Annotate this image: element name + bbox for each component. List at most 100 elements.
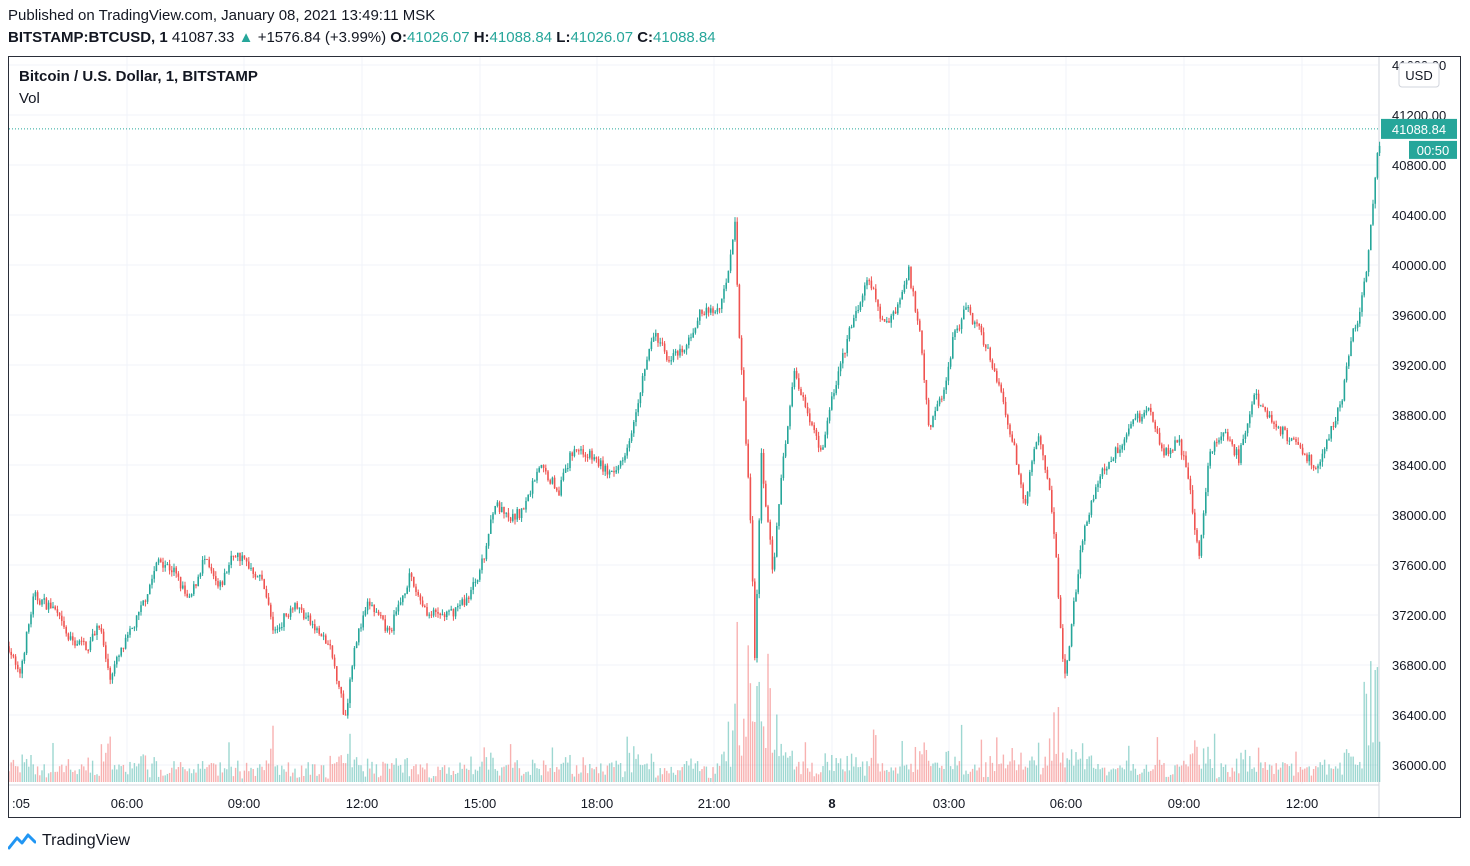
candle-body (463, 599, 466, 606)
currency-button[interactable]: USD (1398, 62, 1440, 88)
volume-bar (905, 764, 908, 782)
volume-bar (1209, 759, 1211, 782)
volume-bar (712, 767, 714, 782)
candle-body (879, 306, 881, 319)
volume-bar (1244, 749, 1247, 782)
volume-bar (138, 763, 140, 782)
candle-body (327, 643, 329, 645)
volume-bar (978, 767, 980, 782)
candle-body (285, 613, 287, 616)
candle-body (446, 611, 448, 618)
volume-bar (1062, 752, 1064, 782)
candle-body (518, 509, 521, 519)
candle-body (336, 666, 338, 681)
volume-bar (802, 761, 804, 782)
volume-bar (19, 772, 21, 782)
candle-body (1189, 478, 1192, 491)
candle-body (1315, 468, 1317, 470)
volume-bar (50, 772, 52, 782)
volume-bar (353, 759, 356, 782)
candle-body (828, 409, 831, 421)
volume-bar (648, 769, 650, 782)
volume-bar (1363, 681, 1365, 782)
change-arrow-icon: ▲ (238, 29, 254, 46)
candle-body (615, 470, 617, 473)
volume-bar (912, 772, 914, 782)
candle-body (1284, 427, 1286, 430)
volume-bar (949, 766, 952, 782)
candle-body (540, 464, 543, 468)
countdown-badge: 00:50 (1409, 140, 1457, 159)
volume-bar (606, 765, 609, 782)
candle-body (1293, 438, 1295, 440)
candle-body (1200, 534, 1203, 556)
candle-body (644, 369, 646, 376)
volume-bar (1246, 771, 1249, 782)
volume-bar (773, 749, 776, 782)
volume-bar (1026, 767, 1029, 782)
candle-body (1242, 438, 1244, 445)
volume-bar (120, 766, 122, 782)
candle-body (190, 594, 193, 597)
candle-body (815, 429, 818, 436)
volume-bar (560, 763, 562, 782)
volume-bar (124, 771, 127, 782)
volume-bar (846, 755, 848, 782)
candle-body (1191, 490, 1194, 513)
volume-bar (1378, 741, 1381, 782)
volume-bar (782, 755, 785, 782)
legend-vol: Vol (19, 90, 40, 107)
price-tick-label: 38400.00 (1392, 458, 1446, 473)
volume-bar (699, 771, 701, 782)
volume-bar (1154, 765, 1156, 782)
candle-body (1099, 476, 1101, 484)
volume-bar (993, 771, 996, 782)
candle-body (397, 604, 400, 612)
volume-bar (1018, 764, 1020, 782)
candle-body (261, 574, 263, 580)
volume-bar (162, 775, 164, 782)
candle-body (252, 567, 254, 574)
close-value: 41088.84 (653, 29, 716, 46)
candle-body (120, 647, 122, 656)
candle-body (767, 506, 769, 522)
time-axis[interactable]: :05 06:00 09:00 12:00 15:00 18:00 21:00 8 03:00 0… (12, 796, 1318, 811)
candle-body (1216, 442, 1218, 444)
candle-body (113, 664, 116, 674)
volume-bar (344, 763, 347, 782)
volume-bar (1158, 759, 1161, 782)
volume-bar (186, 771, 188, 782)
candle-body (512, 513, 514, 521)
volume-bar (1191, 753, 1194, 782)
candle-body (14, 656, 17, 665)
candle-body (875, 288, 877, 300)
volume-bar (1229, 776, 1231, 782)
price-axis[interactable]: 36000.00 36400.00 36800.00 37200.00 37600.00… (1379, 40, 1469, 773)
volume-bar (573, 776, 576, 782)
volume-bar (578, 773, 580, 782)
volume-bar (820, 772, 822, 782)
candle-body (140, 605, 142, 612)
candle-body (1018, 464, 1020, 475)
candle-body (322, 635, 325, 637)
candle-body (1002, 391, 1005, 402)
candle-body (591, 450, 593, 460)
volume-bar (1057, 707, 1060, 782)
volume-bar (617, 764, 620, 782)
candle-body (734, 221, 736, 240)
candle-body (265, 589, 268, 598)
candle-body (1178, 439, 1181, 443)
volume-bar (1304, 768, 1306, 782)
candle-body (371, 604, 373, 606)
volume-bar (1079, 758, 1082, 782)
candle-body (503, 506, 505, 514)
candle-body (171, 570, 173, 573)
candle-body (485, 545, 488, 560)
candle-body (375, 611, 378, 613)
volume-bar (1200, 768, 1203, 782)
candle-body (76, 644, 78, 646)
candle-body (1359, 311, 1361, 324)
volume-bar (461, 768, 463, 782)
volume-bar (571, 773, 573, 782)
